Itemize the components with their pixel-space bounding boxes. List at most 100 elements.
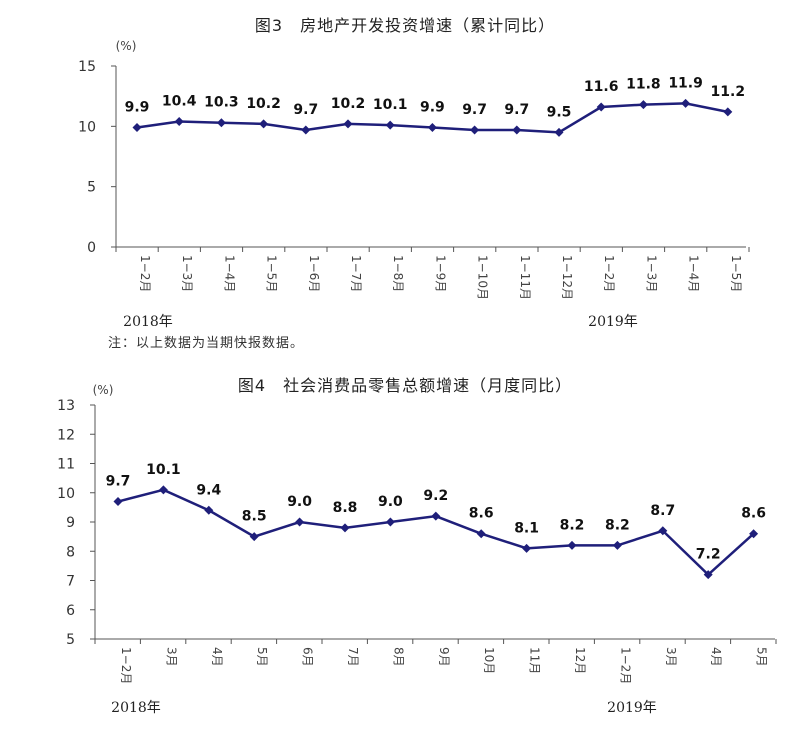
x-tick-label: 11月 [528,647,542,674]
data-label: 8.6 [741,506,766,522]
x-tick-label: 1−4月 [222,255,236,292]
data-point [158,485,168,495]
data-point [385,120,395,130]
year-label: 2018年 [123,314,173,330]
x-tick-label: 4月 [210,647,224,667]
data-label: 9.0 [287,494,312,510]
x-tick-label: 3月 [664,647,678,667]
x-tick-label: 1−12月 [560,255,574,300]
x-tick-label: 12月 [573,647,587,674]
x-tick-label: 1−8月 [391,255,405,292]
data-label: 8.8 [333,500,358,516]
y-tick-label: 6 [66,603,75,619]
data-point [295,517,305,527]
y-tick-label: 0 [87,240,96,256]
y-tick-label: 5 [66,632,75,648]
x-tick-label: 1−2月 [138,255,152,292]
data-point [522,543,532,553]
data-label: 9.7 [462,102,487,118]
y-tick-label: 11 [57,457,75,473]
x-tick-label: 1−2月 [602,255,616,292]
chart-real-estate-investment: 图3 房地产开发投资增速（累计同比） 0 5 10 15 (%) 1−2月 1−3月 1−4月… [0,0,810,360]
y-axis-unit: (%) [93,383,114,397]
year-label: 2019年 [588,314,638,330]
data-point [596,102,606,112]
data-label: 8.2 [605,517,630,533]
x-tick-label: 4月 [709,647,723,667]
chart-retail-sales: 图4 社会消费品零售总额增速（月度同比） 5 6 7 8 9 10 11 12 13 (%) 1−2… [0,368,810,733]
x-tick-label: 6月 [301,647,315,667]
data-label: 9.2 [423,488,448,504]
x-tick-label: 1−7月 [349,255,363,292]
x-tick-label: 8月 [391,647,405,667]
chart-title: 图3 房地产开发投资增速（累计同比） [254,16,556,35]
x-tick-label: 1−2月 [618,647,632,684]
data-label: 9.5 [547,104,572,120]
year-label: 2018年 [111,700,161,716]
data-point [132,123,142,133]
data-label: 8.6 [469,506,494,522]
x-tick-label: 1−10月 [476,255,490,300]
x-tick-label: 5月 [255,647,269,667]
y-tick-label: 10 [78,119,96,135]
data-point [385,517,395,527]
data-label: 9.7 [293,102,318,118]
data-label: 9.7 [106,474,131,490]
data-point [174,117,184,127]
data-point [343,119,353,129]
data-point [512,125,522,135]
data-label: 10.4 [162,94,197,110]
data-label: 8.2 [560,517,585,533]
data-label: 7.2 [696,547,721,563]
data-label: 9.9 [420,100,445,116]
chart-plot: 5 6 7 8 9 10 11 12 13 (%) 1−2月 3月 4月 5月 6月 7月 8月 9月 10月 11月… [57,383,777,716]
x-tick-label: 1−5月 [729,255,743,292]
year-label: 2019年 [607,700,657,716]
x-tick-label: 5月 [755,647,769,667]
y-tick-label: 7 [66,574,75,590]
y-tick-label: 9 [66,515,75,531]
chart-title: 图4 社会消费品零售总额增速（月度同比） [237,376,573,395]
data-point [554,127,564,137]
y-axis-unit: (%) [116,39,137,53]
x-tick-label: 7月 [346,647,360,667]
data-point [703,570,713,580]
x-tick-label: 9月 [437,647,451,667]
data-label: 9.7 [504,102,529,118]
data-point [216,118,226,128]
x-tick-label: 10月 [482,647,496,674]
data-label: 9.0 [378,494,403,510]
y-tick-label: 15 [78,59,96,75]
y-tick-label: 13 [57,398,75,414]
data-label: 10.1 [146,462,181,478]
data-label: 10.2 [331,96,366,112]
data-label: 8.1 [514,520,539,536]
x-tick-label: 1−6月 [307,255,321,292]
data-point [476,529,486,539]
data-point [749,529,759,539]
data-point [658,526,668,536]
data-label: 9.4 [196,482,221,498]
x-tick-label: 1−3月 [180,255,194,292]
data-label: 9.9 [125,100,150,116]
chart-plot: 0 5 10 15 (%) 1−2月 1−3月 1−4月 1−5月 1−6月 1−7月 1−8月 1−9… [78,39,750,330]
data-point [204,505,214,515]
data-label: 10.1 [373,97,408,113]
data-point [259,119,269,129]
data-label: 11.8 [626,77,661,93]
x-tick-label: 1−2月 [119,647,133,684]
data-point [113,497,123,507]
data-label: 8.7 [650,503,675,519]
data-label: 10.2 [246,96,281,112]
data-point [470,125,480,135]
data-point [638,100,648,110]
data-point [612,540,622,550]
data-point [301,125,311,135]
y-tick-label: 8 [66,544,75,560]
x-tick-label: 1−5月 [265,255,279,292]
x-tick-label: 1−3月 [644,255,658,292]
data-point [431,511,441,521]
x-tick-label: 1−9月 [433,255,447,292]
data-point [567,540,577,550]
data-label: 10.3 [204,95,239,111]
